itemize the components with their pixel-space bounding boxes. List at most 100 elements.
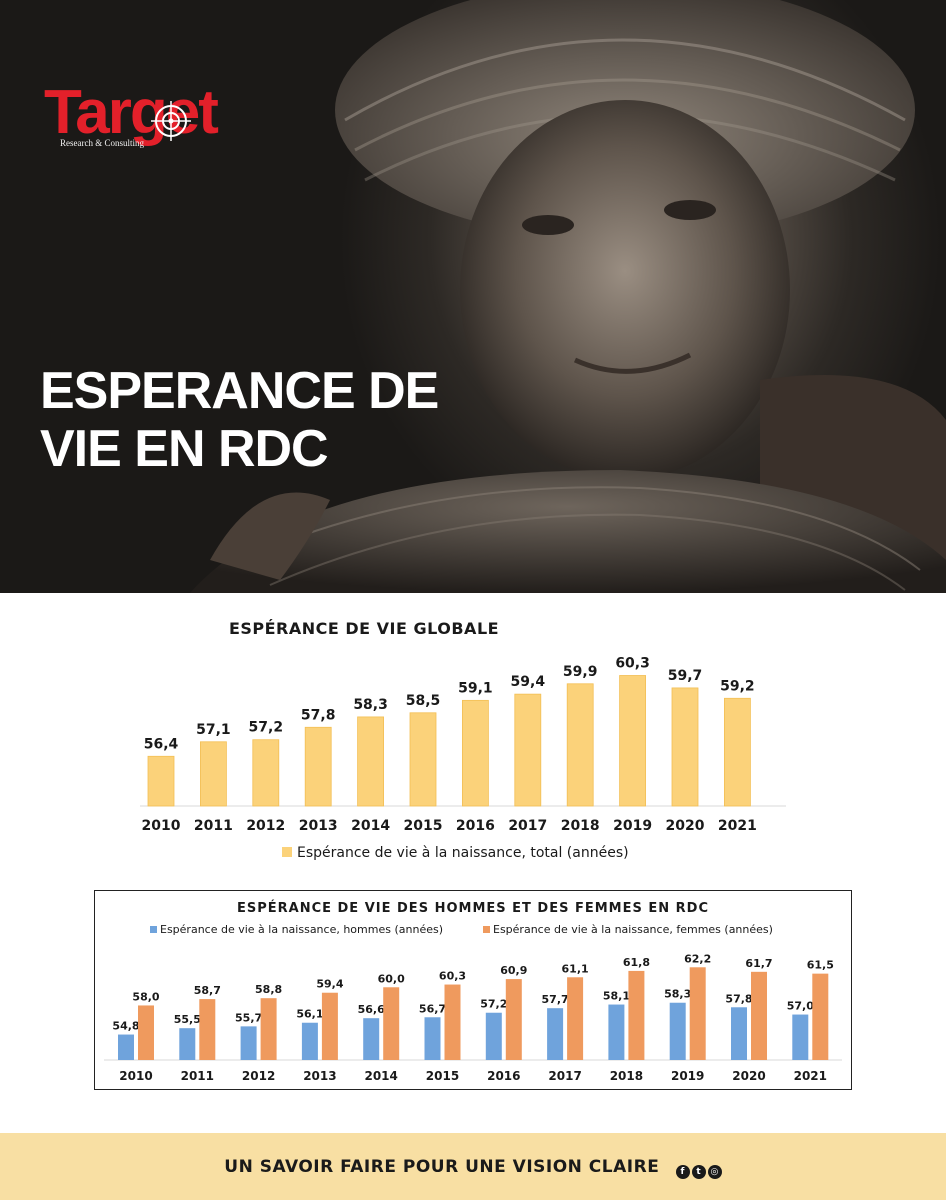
portrait-photo (190, 0, 946, 593)
social-icons: f t ◎ (674, 1159, 722, 1179)
crosshair-icon (151, 101, 191, 141)
target-logo: Target Research & Consulting (44, 82, 254, 152)
bar-women (812, 973, 829, 1060)
bar (409, 712, 437, 807)
chart-title: ESPÉRANCE DE VIE GLOBALE (229, 619, 499, 638)
bar-men (240, 1026, 257, 1060)
data-label: 58,3 (353, 697, 388, 713)
data-label: 54,8 (112, 1020, 139, 1033)
bar-women (689, 967, 706, 1060)
hero-banner: Target Research & Consulting ESPERANCE D… (0, 0, 946, 593)
x-tick-label: 2011 (181, 1069, 214, 1083)
data-label: 59,9 (563, 664, 598, 680)
footer-tagline-row: UN SAVOIR FAIRE POUR UNE VISION CLAIRE f… (0, 1157, 946, 1179)
data-label: 59,7 (668, 668, 703, 684)
footer-tagline: UN SAVOIR FAIRE POUR UNE VISION CLAIRE (224, 1157, 660, 1177)
data-label: 56,1 (296, 1008, 323, 1021)
bar (566, 683, 594, 807)
bar-women (260, 998, 277, 1060)
data-label: 56,6 (358, 1003, 385, 1016)
bar-men (363, 1018, 380, 1060)
data-label: 60,3 (439, 970, 466, 983)
data-label: 58,3 (664, 988, 691, 1001)
data-label: 61,1 (562, 962, 589, 975)
bar-men (485, 1012, 502, 1060)
bar-men (792, 1014, 809, 1060)
x-tick-label: 2020 (666, 818, 705, 834)
men-women-life-expectancy-chart: ESPÉRANCE DE VIE DES HOMMES ET DES FEMME… (94, 890, 852, 1090)
x-tick-label: 2019 (671, 1069, 704, 1083)
data-label: 55,7 (235, 1011, 262, 1024)
x-tick-label: 2017 (508, 818, 547, 834)
x-tick-label: 2018 (610, 1069, 643, 1083)
bar (619, 675, 647, 807)
bar (461, 699, 489, 807)
data-label: 59,4 (316, 978, 343, 991)
facebook-icon[interactable]: f (675, 1165, 690, 1179)
title-line-2: VIE EN RDC (40, 420, 329, 478)
data-label: 60,3 (615, 656, 650, 672)
data-label: 61,5 (807, 959, 834, 972)
x-tick-label: 2014 (364, 1069, 397, 1083)
data-label: 62,2 (684, 952, 711, 965)
data-label: 57,8 (301, 707, 336, 723)
bar-women (383, 987, 400, 1060)
legend-label-women: Espérance de vie à la naissance, femmes … (493, 923, 773, 936)
footer: UN SAVOIR FAIRE POUR UNE VISION CLAIRE f… (0, 1133, 946, 1200)
bar-men (669, 1002, 686, 1060)
data-label: 56,7 (419, 1002, 446, 1015)
chart-title: ESPÉRANCE DE VIE DES HOMMES ET DES FEMME… (237, 900, 709, 916)
instagram-icon[interactable]: ◎ (707, 1165, 722, 1179)
data-label: 58,7 (194, 984, 221, 997)
bar (200, 741, 227, 807)
bar-men (424, 1017, 441, 1060)
x-tick-label: 2013 (299, 818, 338, 834)
data-label: 61,7 (745, 957, 772, 970)
x-tick-label: 2015 (426, 1069, 459, 1083)
twitter-icon[interactable]: t (691, 1165, 706, 1179)
x-tick-label: 2012 (242, 1069, 275, 1083)
legend-swatch (282, 847, 292, 857)
x-tick-label: 2012 (246, 818, 285, 834)
bar (252, 739, 280, 807)
bar-men (301, 1022, 318, 1060)
data-label: 57,1 (196, 722, 231, 738)
data-label: 59,4 (511, 674, 546, 690)
bar-women (751, 971, 767, 1060)
x-tick-label: 2016 (456, 818, 495, 834)
bar-men (731, 1007, 747, 1060)
data-label: 57,0 (787, 1000, 814, 1013)
x-tick-label: 2021 (718, 818, 757, 834)
data-label: 59,1 (458, 680, 493, 696)
logo-subtitle: Research & Consulting (60, 138, 144, 148)
x-tick-label: 2015 (404, 818, 443, 834)
bar (671, 687, 699, 807)
x-tick-label: 2011 (194, 818, 233, 834)
x-tick-label: 2013 (303, 1069, 336, 1083)
bar (357, 716, 385, 807)
bar-men (608, 1004, 625, 1060)
bar-women (567, 977, 584, 1060)
bar (304, 726, 332, 807)
data-label: 58,0 (132, 990, 159, 1003)
bar-women (199, 999, 216, 1060)
data-label: 58,1 (603, 990, 630, 1003)
x-tick-label: 2014 (351, 818, 390, 834)
bar-men (547, 1008, 564, 1060)
data-label: 59,2 (720, 678, 755, 694)
bar-women (321, 992, 338, 1060)
x-tick-label: 2016 (487, 1069, 520, 1083)
data-label: 55,5 (174, 1013, 201, 1026)
x-tick-label: 2020 (732, 1069, 765, 1083)
x-tick-label: 2017 (548, 1069, 581, 1083)
bar-women (505, 979, 522, 1060)
legend-label-men: Espérance de vie à la naissance, hommes … (160, 923, 443, 936)
data-label: 60,0 (378, 972, 405, 985)
bar (514, 693, 542, 807)
bar (724, 697, 751, 807)
data-label: 61,8 (623, 956, 650, 969)
x-tick-label: 2019 (613, 818, 652, 834)
bar-men (179, 1028, 196, 1060)
data-label: 58,8 (255, 983, 282, 996)
data-label: 57,2 (249, 720, 284, 736)
